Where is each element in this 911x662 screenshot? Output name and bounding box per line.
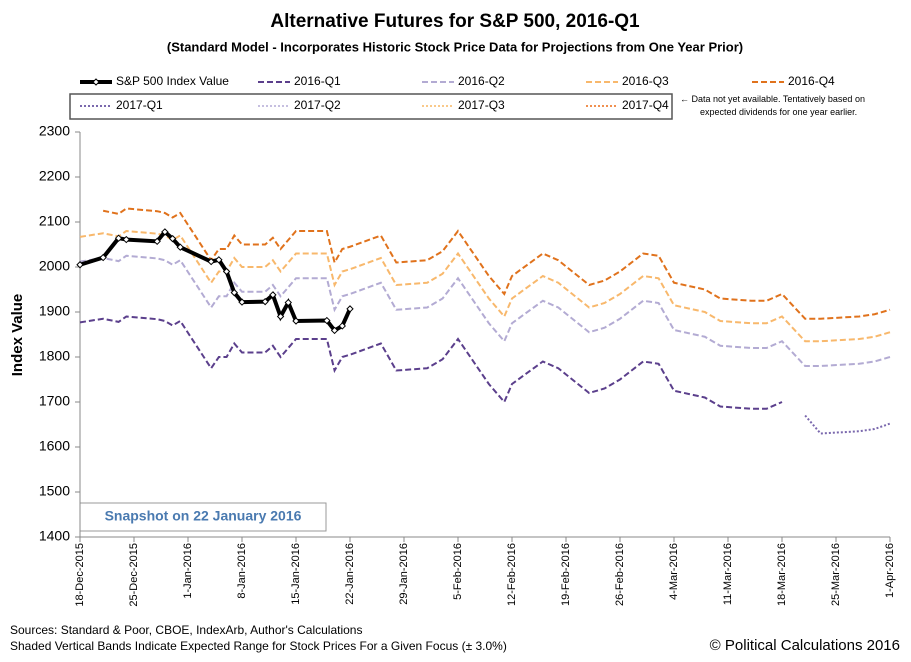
point-marker xyxy=(323,316,331,325)
x-tick-label: 1-Jan-2016 xyxy=(182,543,194,599)
point-marker xyxy=(269,291,277,299)
y-tick-label: 1900 xyxy=(39,303,70,319)
snapshot: Snapshot on 22 January 2016 xyxy=(105,508,302,524)
legend-label: 2016-Q3 xyxy=(622,74,669,88)
y-tick-label: 2200 xyxy=(39,168,70,184)
point-marker xyxy=(168,234,177,243)
series-line xyxy=(102,207,891,320)
point-marker xyxy=(222,267,231,276)
point-marker xyxy=(338,322,346,330)
y-tick-label: 2000 xyxy=(39,258,70,274)
legend-label: 2016-Q1 xyxy=(294,74,341,88)
x-tick-label: 5-Feb-2016 xyxy=(452,543,464,600)
x-tick-label: 15-Jan-2016 xyxy=(290,543,302,605)
legend-label: 2017-Q4 xyxy=(622,98,669,112)
point-marker xyxy=(276,312,285,321)
note-text-2: expected dividends for one year earlier. xyxy=(700,107,857,117)
point-marker xyxy=(346,305,354,313)
x-tick-label: 8-Jan-2016 xyxy=(236,543,248,599)
y-tick-label: 1500 xyxy=(39,483,70,499)
y-tick-label: 2100 xyxy=(39,213,70,229)
point-marker xyxy=(122,235,130,244)
x-tick-label: 26-Feb-2016 xyxy=(614,543,626,606)
y-tick-label: 1400 xyxy=(39,528,70,544)
sources: Sources: Standard & Poor, CBOE, IndexArb… xyxy=(10,623,362,637)
series-line xyxy=(804,414,891,435)
point-marker xyxy=(99,253,107,262)
x-tick-label: 29-Jan-2016 xyxy=(398,543,410,605)
y-tick-label: 1800 xyxy=(39,348,70,364)
point-marker xyxy=(207,257,215,266)
legend-label: 2016-Q2 xyxy=(458,74,505,88)
x-tick-label: 18-Mar-2016 xyxy=(776,543,788,606)
point-marker xyxy=(238,298,246,306)
point-marker xyxy=(114,234,123,242)
x-tick-label: 19-Feb-2016 xyxy=(560,543,572,606)
point-marker xyxy=(292,317,300,325)
y-tick-label: 1700 xyxy=(39,393,70,409)
x-tick-label: 18-Dec-2015 xyxy=(74,543,86,607)
legend-label: 2017-Q1 xyxy=(116,98,163,112)
snapshot-box xyxy=(79,502,327,532)
note-text: ← Data not yet available. Tentatively ba… xyxy=(680,94,865,104)
legend-label: 2017-Q2 xyxy=(294,98,341,112)
point-marker xyxy=(330,326,339,335)
note: ← Data not yet available. Tentatively ba… xyxy=(680,94,865,117)
point-marker xyxy=(261,297,269,306)
series-line xyxy=(79,229,352,334)
point-marker xyxy=(153,237,161,246)
point-marker xyxy=(76,261,84,269)
x-tick-label: 25-Mar-2016 xyxy=(830,543,842,606)
point-marker xyxy=(284,298,292,307)
series-line xyxy=(79,229,891,343)
bands-note: Shaded Vertical Bands Indicate Expected … xyxy=(10,639,507,653)
x-tick-label: 25-Dec-2015 xyxy=(128,543,140,607)
point-marker xyxy=(215,256,223,264)
y-tick-label: 1600 xyxy=(39,438,70,454)
y-axis-label: Index Value xyxy=(9,294,26,377)
legend-label: 2016-Q4 xyxy=(788,74,835,88)
x-tick-label: 11-Mar-2016 xyxy=(722,543,734,605)
series-line xyxy=(79,254,891,367)
point-marker xyxy=(230,288,238,297)
x-tick-label: 22-Jan-2016 xyxy=(344,543,356,605)
x-tick-label: 1-Apr-2016 xyxy=(884,543,896,598)
legend-marker xyxy=(92,78,100,86)
x-tick-label: 4-Mar-2016 xyxy=(668,543,680,600)
y-tick-label: 2300 xyxy=(39,123,70,139)
chart-title: Alternative Futures for S&P 500, 2016-Q1 xyxy=(270,11,640,32)
point-marker xyxy=(161,228,169,236)
legend-label: 2017-Q3 xyxy=(458,98,505,112)
x-tick-label: 12-Feb-2016 xyxy=(506,543,518,606)
legend-label: S&P 500 Index Value xyxy=(116,74,229,88)
point-marker xyxy=(176,243,184,251)
copyright: © Political Calculations 2016 xyxy=(710,637,900,654)
chart-subtitle: (Standard Model - Incorporates Historic … xyxy=(167,39,743,54)
legend-box xyxy=(69,93,673,120)
